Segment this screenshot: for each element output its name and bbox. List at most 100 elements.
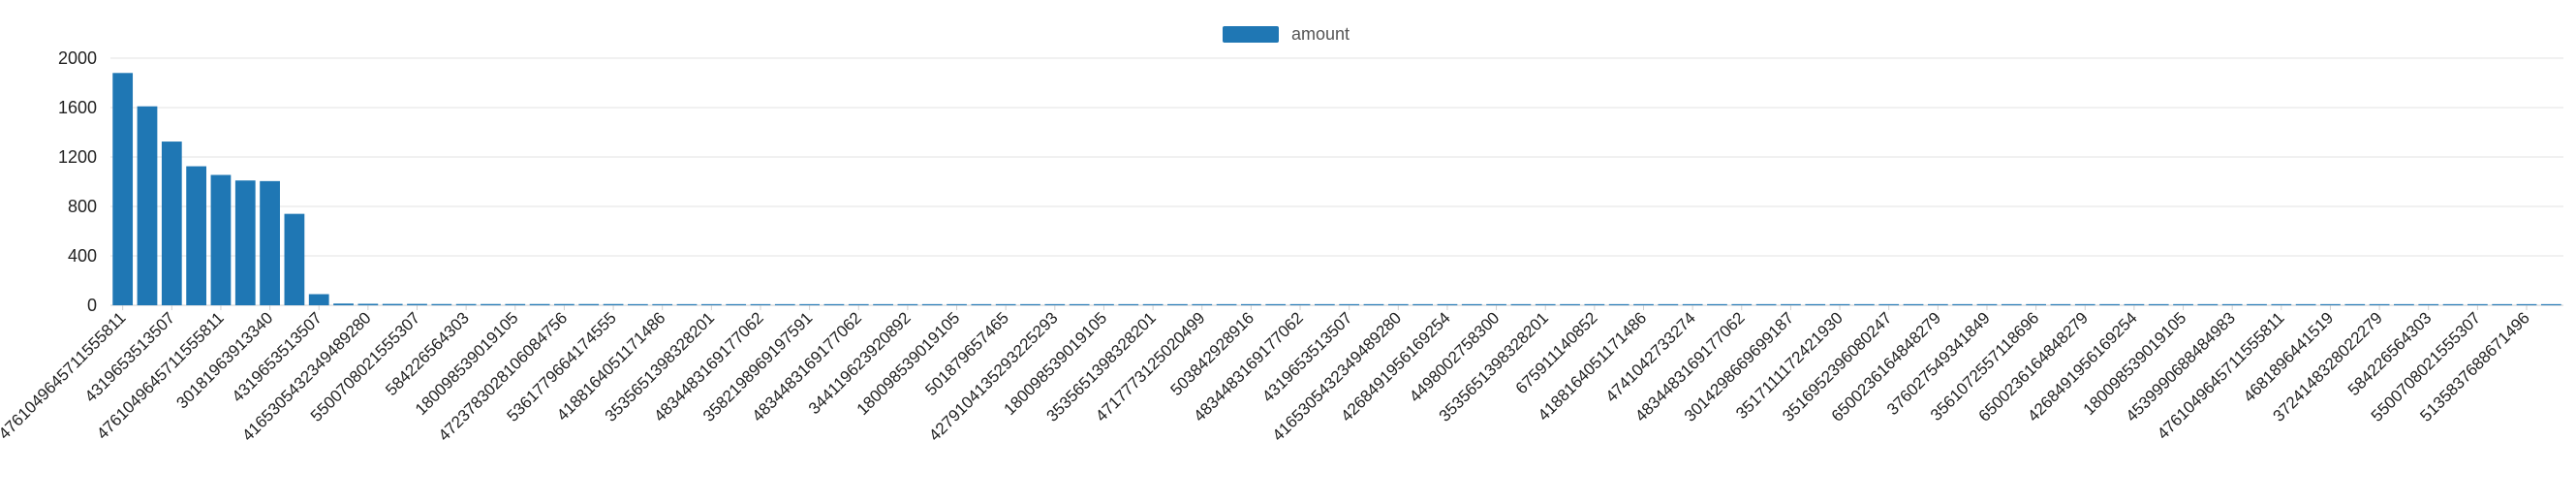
bar[interactable] xyxy=(505,304,525,305)
bar[interactable] xyxy=(971,304,991,305)
bar[interactable] xyxy=(1315,304,1335,305)
bar[interactable] xyxy=(2394,304,2414,305)
bar[interactable] xyxy=(1143,304,1164,305)
bar[interactable] xyxy=(309,295,329,305)
bar[interactable] xyxy=(2320,304,2341,305)
bar[interactable] xyxy=(2051,304,2071,305)
bar[interactable] xyxy=(431,304,451,305)
bar[interactable] xyxy=(898,304,918,305)
bar[interactable] xyxy=(1388,304,1409,305)
bar[interactable] xyxy=(1952,304,1972,305)
bar[interactable] xyxy=(2541,304,2561,305)
bar[interactable] xyxy=(1118,304,1138,305)
bar[interactable] xyxy=(1633,304,1654,305)
bar[interactable] xyxy=(1536,304,1556,305)
bar[interactable] xyxy=(1756,304,1777,305)
bar[interactable] xyxy=(235,180,256,305)
bar[interactable] xyxy=(1241,304,1261,305)
bar[interactable] xyxy=(701,304,722,305)
bar[interactable] xyxy=(2002,304,2022,305)
bar[interactable] xyxy=(2173,304,2193,305)
bar[interactable] xyxy=(1020,304,1040,305)
bar[interactable] xyxy=(1511,304,1532,305)
bar[interactable] xyxy=(2099,304,2120,305)
bar[interactable] xyxy=(652,304,672,305)
legend[interactable]: amount xyxy=(1223,24,1350,44)
bar[interactable] xyxy=(2517,304,2537,305)
bar[interactable] xyxy=(2443,304,2464,305)
bar[interactable] xyxy=(1094,304,1114,305)
bar[interactable] xyxy=(357,303,378,305)
bar[interactable] xyxy=(2467,304,2488,305)
bar[interactable] xyxy=(1830,304,1850,305)
bar[interactable] xyxy=(1584,304,1604,305)
bar[interactable] xyxy=(2149,304,2169,305)
bar[interactable] xyxy=(1707,304,1727,305)
bar[interactable] xyxy=(1217,304,1237,305)
bar[interactable] xyxy=(2075,304,2095,305)
bar[interactable] xyxy=(799,304,820,305)
bar[interactable] xyxy=(1412,304,1433,305)
bar[interactable] xyxy=(2026,304,2046,305)
bar[interactable] xyxy=(1658,304,1678,305)
bar[interactable] xyxy=(1609,304,1629,305)
bar[interactable] xyxy=(1854,304,1875,305)
bar[interactable] xyxy=(2247,304,2267,305)
bar[interactable] xyxy=(677,304,698,305)
bar[interactable] xyxy=(481,304,501,305)
bar[interactable] xyxy=(186,167,206,305)
bar[interactable] xyxy=(407,304,427,305)
bar[interactable] xyxy=(1192,304,1212,305)
bar[interactable] xyxy=(726,304,746,305)
bar[interactable] xyxy=(2492,304,2512,305)
bar[interactable] xyxy=(1486,304,1506,305)
bar[interactable] xyxy=(628,304,648,305)
bar[interactable] xyxy=(1438,304,1458,305)
bar[interactable] xyxy=(456,304,477,305)
bar[interactable] xyxy=(996,304,1016,305)
bar[interactable] xyxy=(849,304,869,305)
legend-swatch-amount[interactable] xyxy=(1223,26,1279,43)
bar[interactable] xyxy=(530,304,550,305)
bar[interactable] xyxy=(1781,304,1801,305)
bar[interactable] xyxy=(2418,304,2438,305)
bar[interactable] xyxy=(1731,304,1752,305)
bar[interactable] xyxy=(578,304,599,305)
bar[interactable] xyxy=(824,304,845,305)
bar[interactable] xyxy=(1265,304,1286,305)
bar[interactable] xyxy=(138,107,158,305)
bar[interactable] xyxy=(2271,304,2291,305)
bar[interactable] xyxy=(922,304,943,305)
bar[interactable] xyxy=(260,181,280,305)
bar[interactable] xyxy=(1167,304,1188,305)
bar[interactable] xyxy=(751,304,771,305)
bar[interactable] xyxy=(947,304,967,305)
legend-label-amount[interactable]: amount xyxy=(1291,24,1350,44)
bar[interactable] xyxy=(1339,304,1359,305)
bar[interactable] xyxy=(2344,304,2365,305)
bar[interactable] xyxy=(1070,304,1090,305)
bar[interactable] xyxy=(2296,304,2316,305)
bar[interactable] xyxy=(333,303,354,305)
bar[interactable] xyxy=(1462,304,1482,305)
bar[interactable] xyxy=(112,73,133,305)
bar[interactable] xyxy=(554,304,574,305)
bar[interactable] xyxy=(1364,304,1384,305)
bar[interactable] xyxy=(2125,304,2145,305)
bar[interactable] xyxy=(383,304,403,305)
bar[interactable] xyxy=(775,304,795,305)
bar[interactable] xyxy=(604,304,624,305)
bar[interactable] xyxy=(2197,304,2218,305)
bar[interactable] xyxy=(1878,304,1899,305)
bar[interactable] xyxy=(1977,304,1998,305)
bar[interactable] xyxy=(1805,304,1825,305)
bar[interactable] xyxy=(1928,304,1948,305)
bar[interactable] xyxy=(1904,304,1924,305)
bar[interactable] xyxy=(211,174,232,305)
bar[interactable] xyxy=(1560,304,1580,305)
bar[interactable] xyxy=(162,141,182,305)
bar[interactable] xyxy=(2370,304,2390,305)
bar[interactable] xyxy=(1683,304,1703,305)
bar[interactable] xyxy=(1044,304,1065,305)
bar[interactable] xyxy=(2222,304,2243,305)
